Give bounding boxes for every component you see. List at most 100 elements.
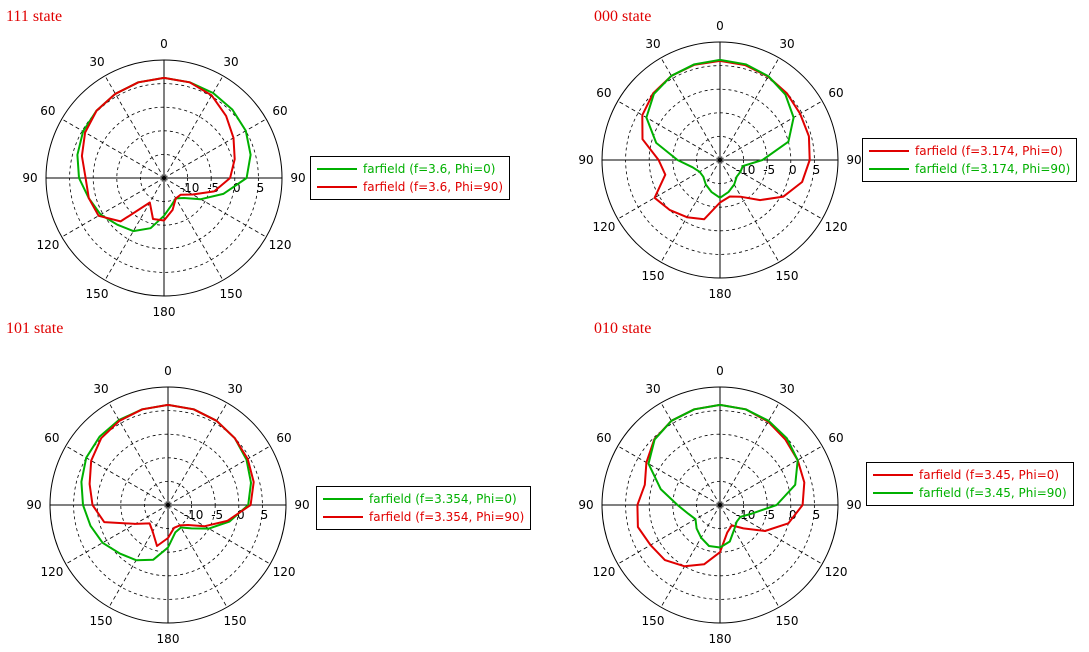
polar-radial-line: [660, 402, 721, 506]
angle-tick-label: 0: [716, 364, 724, 378]
polar-radial-line: [719, 445, 823, 506]
angle-tick-label: 90: [846, 498, 861, 512]
polar-radial-line: [163, 177, 224, 281]
angle-tick-label: 0: [160, 37, 168, 51]
angle-tick-label: 180: [153, 305, 176, 319]
angle-tick-label: 120: [273, 565, 296, 579]
angle-tick-label: 120: [269, 238, 292, 252]
radial-tick-label: -5: [207, 181, 219, 195]
angle-tick-label: 120: [592, 220, 615, 234]
angle-tick-label: 120: [825, 220, 848, 234]
legend-label: farfield (f=3.174, Phi=0): [915, 144, 1063, 158]
legend-label: farfield (f=3.6, Phi=90): [363, 180, 504, 194]
angle-tick-label: 30: [779, 382, 794, 396]
angle-tick-label: 30: [93, 382, 108, 396]
radial-tick-label: 5: [813, 163, 821, 177]
polar-radial-line: [108, 402, 169, 506]
angle-tick-label: 90: [290, 171, 305, 185]
angle-tick-label: 60: [272, 104, 287, 118]
legend-item: farfield (f=3.174, Phi=90): [869, 160, 1070, 178]
angle-tick-label: 0: [716, 19, 724, 33]
radial-tick-label: 0: [789, 508, 797, 522]
legend-label: farfield (f=3.354, Phi=0): [369, 492, 517, 506]
legend-101-state: farfield (f=3.354, Phi=0) farfield (f=3.…: [316, 486, 532, 530]
radial-tick-label: -5: [763, 163, 775, 177]
polar-radial-line: [65, 445, 169, 506]
origin-marker: [716, 501, 724, 509]
title-111-state: 111 state: [6, 8, 63, 25]
polar-radial-line: [617, 100, 721, 161]
polar-radial-line: [65, 504, 169, 565]
polar-radial-line: [617, 445, 721, 506]
angle-tick-label: 150: [642, 614, 665, 628]
radial-tick-label: -10: [184, 508, 204, 522]
angle-tick-label: 90: [294, 498, 309, 512]
angle-tick-label: 60: [596, 86, 611, 100]
polar-radial-line: [660, 504, 721, 608]
polar-radial-line: [163, 75, 224, 179]
series-line-red: [80, 76, 236, 223]
series-line-green: [645, 58, 795, 199]
polar-radial-line: [61, 118, 165, 179]
radial-tick-label: -10: [736, 163, 756, 177]
polar-radial-line: [167, 504, 228, 608]
legend-111-state: farfield (f=3.6, Phi=0) farfield (f=3.6,…: [310, 156, 511, 200]
radial-tick-label: 0: [789, 163, 797, 177]
radial-tick-label: -5: [763, 508, 775, 522]
title-101-state: 101 state: [6, 320, 64, 337]
legend-000-state: farfield (f=3.174, Phi=0) farfield (f=3.…: [862, 138, 1078, 182]
angle-tick-label: 30: [645, 37, 660, 51]
legend-swatch-green: [873, 492, 913, 494]
angle-tick-label: 180: [157, 632, 180, 646]
polar-radial-line: [167, 445, 271, 506]
polar-radial-line: [719, 100, 823, 161]
polar-radial-line: [163, 118, 267, 179]
angle-tick-label: 120: [592, 565, 615, 579]
angle-tick-label: 150: [642, 269, 665, 283]
legend-label: farfield (f=3.354, Phi=90): [369, 510, 525, 524]
legend-swatch-red: [323, 516, 363, 518]
title-010-state: 010 state: [594, 320, 652, 337]
angle-tick-label: 60: [276, 431, 291, 445]
polar-radial-line: [167, 402, 228, 506]
polar-radial-line: [61, 177, 165, 238]
angle-tick-label: 30: [779, 37, 794, 51]
angle-tick-label: 150: [224, 614, 247, 628]
polar-radial-line: [617, 159, 721, 220]
legend-item: farfield (f=3.45, Phi=0): [873, 466, 1067, 484]
legend-item: farfield (f=3.45, Phi=90): [873, 484, 1067, 502]
polar-radial-line: [719, 504, 823, 565]
angle-tick-label: 60: [828, 86, 843, 100]
angle-tick-label: 180: [709, 632, 732, 646]
polar-radial-line: [617, 504, 721, 565]
radial-tick-label: 5: [261, 508, 269, 522]
legend-label: farfield (f=3.45, Phi=0): [919, 468, 1060, 482]
legend-item: farfield (f=3.354, Phi=0): [323, 490, 524, 508]
angle-tick-label: 120: [40, 565, 63, 579]
radial-tick-label: 5: [257, 181, 265, 195]
legend-swatch-red: [873, 474, 913, 476]
angle-tick-label: 0: [164, 364, 172, 378]
angle-tick-label: 90: [578, 498, 593, 512]
angle-tick-label: 150: [776, 269, 799, 283]
legend-swatch-green: [869, 168, 909, 170]
angle-tick-label: 90: [846, 153, 861, 167]
radial-tick-label: -5: [211, 508, 223, 522]
origin-marker: [164, 501, 172, 509]
angle-tick-label: 120: [825, 565, 848, 579]
angle-tick-label: 150: [90, 614, 113, 628]
angle-tick-label: 60: [828, 431, 843, 445]
series-line-green: [647, 403, 799, 549]
legend-label: farfield (f=3.6, Phi=0): [363, 162, 496, 176]
angle-tick-label: 60: [44, 431, 59, 445]
polar-radial-line: [719, 57, 780, 161]
legend-item: farfield (f=3.6, Phi=0): [317, 160, 503, 178]
radial-tick-label: 5: [813, 508, 821, 522]
angle-tick-label: 90: [578, 153, 593, 167]
angle-tick-label: 150: [220, 287, 243, 301]
angle-tick-label: 60: [596, 431, 611, 445]
angle-tick-label: 150: [776, 614, 799, 628]
legend-swatch-red: [869, 150, 909, 152]
polar-radial-line: [719, 504, 780, 608]
